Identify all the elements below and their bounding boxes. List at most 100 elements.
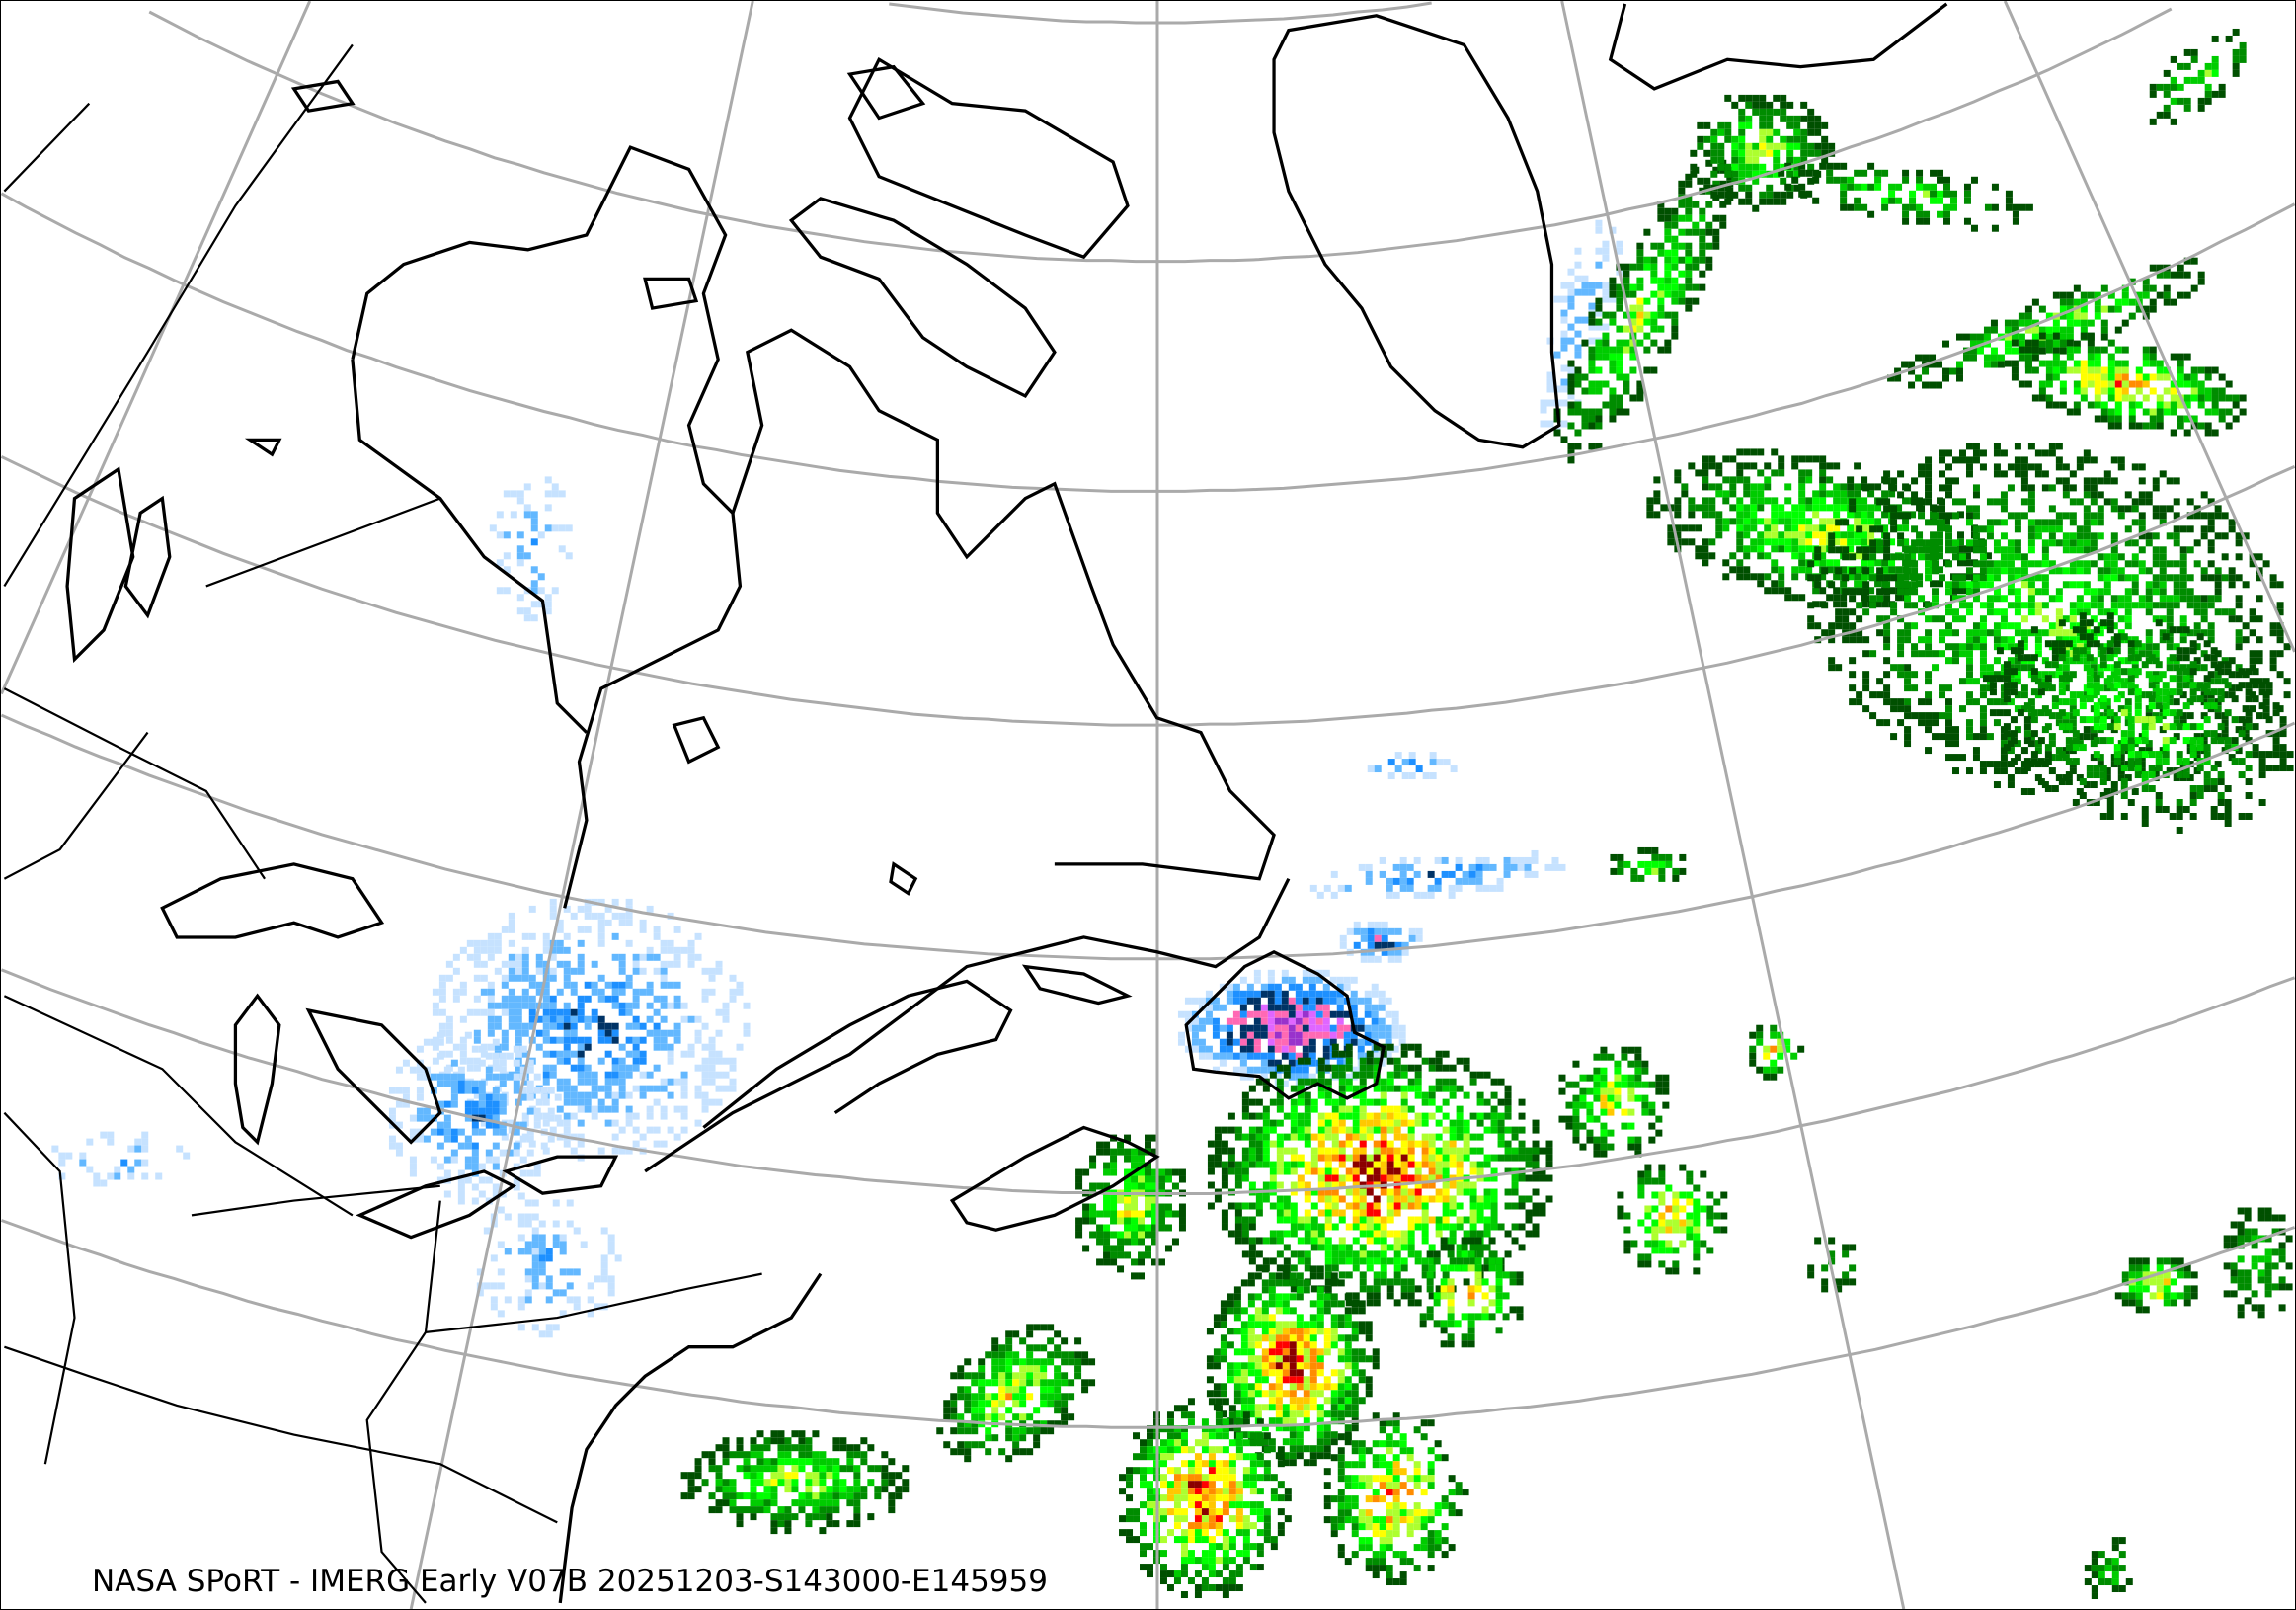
precip-cell (1925, 712, 1933, 720)
precip-cell (423, 1038, 431, 1046)
precip-cell (1925, 602, 1933, 609)
precip-cell (1214, 1147, 1222, 1155)
precip-cell (2117, 456, 2125, 464)
precip-cell (594, 1275, 601, 1283)
precip-cell (1800, 142, 1808, 150)
precip-cell (1581, 282, 1589, 289)
precip-cell (2162, 751, 2170, 759)
precip-cell (1399, 856, 1407, 864)
precip-cell (1212, 1031, 1220, 1039)
precip-cell (1916, 169, 1924, 177)
precip-cell (445, 1015, 453, 1023)
precip-cell (530, 518, 538, 525)
precip-cell (1207, 1154, 1215, 1162)
precip-cell (530, 511, 538, 519)
precip-cell (1540, 406, 1547, 414)
precip-cell (2003, 709, 2011, 717)
precip-cell (542, 1050, 550, 1058)
precip-cell (1350, 1010, 1358, 1018)
precip-cell (2055, 664, 2063, 672)
precip-cell (528, 932, 536, 940)
precip-cell (2145, 588, 2153, 596)
precip-cell (2007, 622, 2015, 630)
precip-cell (1408, 934, 1416, 942)
precip-cell (2069, 719, 2077, 727)
precip-cell (2083, 781, 2091, 789)
precip-cell (1904, 726, 1912, 734)
precip-cell (516, 559, 524, 567)
precip-cell (570, 1008, 578, 1016)
precip-cell (2245, 723, 2253, 731)
precip-cell (584, 995, 592, 1003)
precip-cell (1378, 1004, 1386, 1011)
precip-cell (1993, 657, 2001, 665)
precip-cell (1623, 290, 1630, 298)
precip-cell (2156, 291, 2164, 299)
precip-cell (570, 912, 578, 920)
precip-cell (86, 1138, 94, 1146)
precip-cell (515, 967, 522, 975)
precip-cell (2051, 785, 2059, 793)
precip-cell (2176, 682, 2183, 689)
precip-cell (1276, 1195, 1284, 1203)
precip-cell (1993, 781, 2001, 789)
precip-cell (1255, 1147, 1263, 1155)
precip-cell (1581, 288, 1589, 296)
precip-cell (2034, 602, 2042, 609)
precip-cell (660, 981, 668, 989)
precip-cell (1904, 484, 1912, 492)
precip-cell (618, 1008, 626, 1016)
precip-cell (1904, 512, 1912, 520)
precip-cell (508, 912, 515, 920)
precip-cell (2014, 767, 2021, 775)
precip-cell (556, 1022, 564, 1030)
precip-cell (2034, 774, 2042, 782)
precip-cell (1908, 367, 1916, 375)
precip-cell (1764, 531, 1772, 539)
precip-cell (604, 1091, 612, 1099)
precip-cell (2159, 574, 2167, 582)
precip-cell (1876, 539, 1884, 547)
precip-cell (1925, 491, 1933, 499)
precip-cell (2020, 615, 2028, 623)
precip-cell (1602, 353, 1610, 361)
precip-cell (2011, 373, 2019, 381)
precip-cell (1805, 169, 1813, 177)
precip-cell (1791, 531, 1799, 539)
precip-cell (1567, 360, 1575, 367)
precip-cell (1678, 283, 1686, 291)
precip-cell (452, 988, 460, 996)
precip-cell (1378, 1024, 1386, 1032)
precip-cell (2000, 567, 2008, 575)
precip-cell (1916, 210, 1924, 218)
precip-cell (1784, 587, 1792, 595)
precip-cell (2051, 654, 2059, 662)
precip-cell (1702, 469, 1709, 477)
precip-cell (597, 898, 605, 906)
precip-cell (653, 1008, 661, 1016)
precip-cell (584, 1098, 592, 1106)
precip-cell (660, 1105, 668, 1113)
precip-cell (2000, 761, 2008, 768)
precip-cell (2007, 484, 2015, 492)
precip-cell (1993, 608, 2001, 616)
precip-cell (1643, 297, 1651, 305)
precip-cell (1385, 1024, 1392, 1032)
precip-cell (660, 1002, 668, 1009)
precip-cell (134, 1159, 142, 1167)
precip-cell (1731, 163, 1739, 171)
precip-cell (2138, 567, 2146, 575)
precip-cell (2072, 737, 2080, 745)
precip-cell (1699, 270, 1706, 278)
precip-cell (1221, 1140, 1228, 1148)
precip-cell (563, 1008, 571, 1016)
precip-cell (1895, 594, 1903, 602)
precip-cell (450, 1059, 458, 1067)
precip-cell (530, 587, 538, 595)
precip-cell (2173, 643, 2180, 651)
precip-cell (2044, 709, 2052, 717)
precip-cell (2190, 366, 2198, 374)
precip-cell (2166, 698, 2174, 706)
precip-cell (1993, 546, 2001, 554)
precip-cell (1861, 183, 1868, 191)
